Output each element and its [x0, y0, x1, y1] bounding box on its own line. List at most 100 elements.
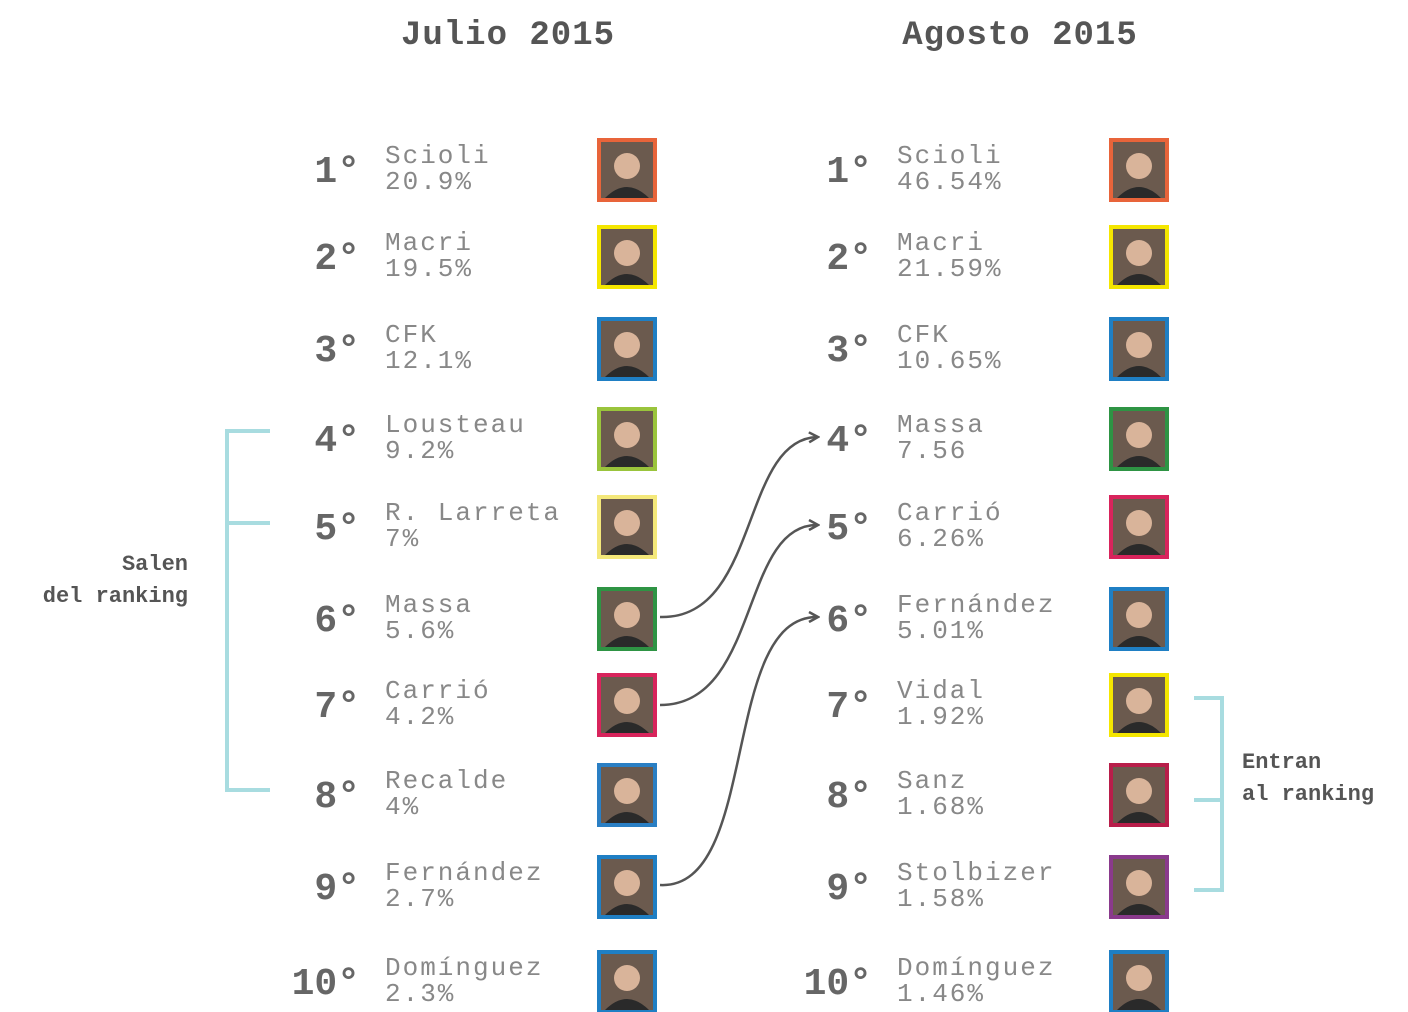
left-bracket — [225, 429, 270, 792]
photo-face — [614, 870, 640, 896]
value: 20.9% — [385, 167, 473, 197]
rank: 4° — [826, 420, 872, 463]
value: 7.56 — [897, 436, 967, 466]
right-bracket — [1194, 696, 1224, 892]
rank: 1° — [826, 151, 872, 194]
rank: 8° — [314, 776, 360, 819]
rank: 2° — [314, 238, 360, 281]
photo-body — [1117, 456, 1161, 467]
rank: 3° — [826, 330, 872, 373]
photo-face — [614, 510, 640, 536]
value: 1.46% — [897, 979, 985, 1009]
value: 6.26% — [897, 524, 985, 554]
name: Vidal — [897, 676, 985, 706]
photo-face — [614, 240, 640, 266]
value: 21.59% — [897, 254, 1003, 284]
value: 9.2% — [385, 436, 455, 466]
rank: 5° — [314, 508, 360, 551]
rank: 9° — [826, 868, 872, 911]
photo-body — [605, 456, 649, 467]
arrows — [659, 437, 817, 887]
photo-body — [1117, 366, 1161, 377]
value: 46.54% — [897, 167, 1003, 197]
photo-face — [1126, 778, 1152, 804]
name: Domínguez — [385, 953, 543, 983]
photo-body — [1117, 544, 1161, 555]
photo-body — [605, 274, 649, 285]
value: 2.7% — [385, 884, 455, 914]
name: CFK — [897, 320, 950, 350]
right-note: al ranking — [1242, 782, 1374, 807]
rank: 8° — [826, 776, 872, 819]
photo-body — [605, 904, 649, 915]
photo-body — [1117, 636, 1161, 647]
photo-body — [1117, 187, 1161, 198]
photo-body — [605, 999, 649, 1010]
photo-body — [1117, 812, 1161, 823]
rank: 6° — [314, 600, 360, 643]
value: 4.2% — [385, 702, 455, 732]
photo-body — [605, 812, 649, 823]
value: 4% — [385, 792, 420, 822]
name: Macri — [385, 228, 473, 258]
name: Sanz — [897, 766, 967, 796]
photo-face — [1126, 422, 1152, 448]
rank: 5° — [826, 508, 872, 551]
rank: 1° — [314, 151, 360, 194]
photo-face — [1126, 240, 1152, 266]
photo-face — [1126, 153, 1152, 179]
rank: 10° — [804, 963, 872, 1006]
value: 19.5% — [385, 254, 473, 284]
photo-frame — [597, 673, 657, 737]
value: 5.01% — [897, 616, 985, 646]
name: Lousteau — [385, 410, 526, 440]
name: Carrió — [385, 676, 491, 706]
photo-face — [614, 422, 640, 448]
photo-body — [605, 636, 649, 647]
photo-face — [614, 153, 640, 179]
name: Domínguez — [897, 953, 1055, 983]
photo-body — [605, 187, 649, 198]
value: 2.3% — [385, 979, 455, 1009]
name: Recalde — [385, 766, 508, 796]
photo-body — [605, 366, 649, 377]
photo-face — [614, 332, 640, 358]
column-title: Julio 2015 — [401, 17, 615, 55]
name: Massa — [385, 590, 473, 620]
photo-face — [614, 778, 640, 804]
name: R. Larreta — [385, 498, 561, 528]
name: Stolbizer — [897, 858, 1055, 888]
photo-body — [605, 544, 649, 555]
photo-body — [1117, 904, 1161, 915]
value: 10.65% — [897, 346, 1003, 376]
name: Scioli — [385, 141, 491, 171]
name: Scioli — [897, 141, 1003, 171]
value: 7% — [385, 524, 420, 554]
rank: 3° — [314, 330, 360, 373]
photo-body — [1117, 274, 1161, 285]
name: Fernández — [897, 590, 1055, 620]
name: Massa — [897, 410, 985, 440]
rank: 6° — [826, 600, 872, 643]
column-title: Agosto 2015 — [902, 17, 1137, 55]
rank: 2° — [826, 238, 872, 281]
rank: 10° — [292, 963, 360, 1006]
photo-face — [1126, 965, 1152, 991]
rank: 7° — [826, 686, 872, 729]
value: 1.92% — [897, 702, 985, 732]
photo-body — [605, 722, 649, 733]
photo-frame — [597, 763, 657, 827]
photo-face — [1126, 332, 1152, 358]
photo-face — [1126, 510, 1152, 536]
value: 1.58% — [897, 884, 985, 914]
rank: 7° — [314, 686, 360, 729]
photo-face — [1126, 870, 1152, 896]
name: Fernández — [385, 858, 543, 888]
photo-body — [1117, 722, 1161, 733]
photo-face — [614, 965, 640, 991]
name: Carrió — [897, 498, 1003, 528]
photo-face — [614, 688, 640, 714]
left-note: Salen — [122, 552, 188, 577]
name: CFK — [385, 320, 438, 350]
